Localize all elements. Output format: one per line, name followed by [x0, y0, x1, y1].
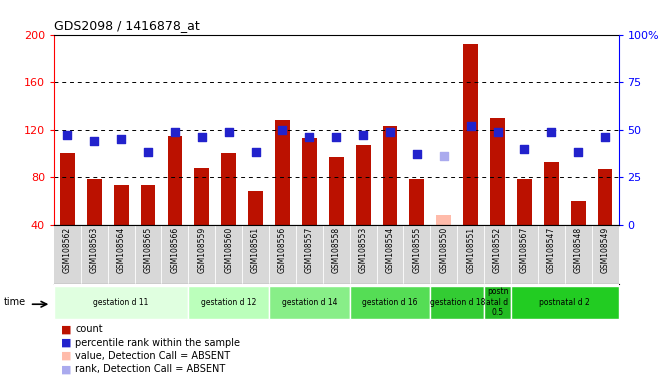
Point: [573, 149, 584, 156]
Point: [465, 123, 476, 129]
Text: GSM108562: GSM108562: [63, 227, 72, 273]
Point: [600, 134, 611, 140]
Bar: [484, 286, 511, 319]
Text: gestation d 18: gestation d 18: [430, 298, 485, 307]
Bar: [517, 179, 532, 225]
Text: GSM108551: GSM108551: [466, 227, 475, 273]
Text: GSM108550: GSM108550: [440, 227, 448, 273]
Text: value, Detection Call = ABSENT: value, Detection Call = ABSENT: [75, 351, 230, 361]
Text: time: time: [3, 297, 26, 308]
Text: GSM108555: GSM108555: [413, 227, 421, 273]
Text: GSM108547: GSM108547: [547, 227, 556, 273]
Bar: [248, 191, 263, 225]
Point: [546, 128, 557, 134]
Bar: [356, 145, 370, 225]
Text: GSM108548: GSM108548: [574, 227, 583, 273]
Bar: [430, 286, 484, 319]
Point: [277, 127, 288, 133]
Point: [170, 128, 180, 134]
Bar: [221, 153, 236, 225]
Bar: [141, 185, 155, 225]
Text: GDS2098 / 1416878_at: GDS2098 / 1416878_at: [54, 19, 200, 32]
Text: GSM108559: GSM108559: [197, 227, 207, 273]
Point: [412, 151, 422, 157]
Bar: [60, 153, 75, 225]
Text: count: count: [75, 324, 103, 334]
Bar: [570, 201, 586, 225]
Point: [519, 146, 530, 152]
Bar: [463, 44, 478, 225]
Text: rank, Detection Call = ABSENT: rank, Detection Call = ABSENT: [75, 364, 225, 374]
Text: GSM108563: GSM108563: [89, 227, 99, 273]
Text: GSM108566: GSM108566: [170, 227, 180, 273]
Bar: [511, 286, 619, 319]
Point: [385, 128, 395, 134]
Text: GSM108554: GSM108554: [386, 227, 395, 273]
Text: GSM108553: GSM108553: [359, 227, 368, 273]
Text: ■: ■: [61, 364, 71, 374]
Bar: [490, 118, 505, 225]
Point: [116, 136, 126, 142]
Text: percentile rank within the sample: percentile rank within the sample: [75, 338, 240, 348]
Point: [492, 128, 503, 134]
Text: GSM108558: GSM108558: [332, 227, 341, 273]
Point: [358, 132, 368, 138]
Text: gestation d 14: gestation d 14: [282, 298, 337, 307]
Text: GSM108564: GSM108564: [116, 227, 126, 273]
Bar: [168, 136, 182, 225]
Bar: [269, 286, 349, 319]
Bar: [409, 179, 424, 225]
Bar: [54, 286, 188, 319]
Text: ■: ■: [61, 351, 71, 361]
Text: GSM108557: GSM108557: [305, 227, 314, 273]
Bar: [302, 138, 316, 225]
Text: GSM108567: GSM108567: [520, 227, 529, 273]
Point: [224, 128, 234, 134]
Bar: [87, 179, 102, 225]
Point: [143, 149, 153, 156]
Point: [304, 134, 315, 140]
Point: [62, 132, 72, 138]
Text: gestation d 16: gestation d 16: [363, 298, 418, 307]
Point: [197, 134, 207, 140]
Text: GSM108549: GSM108549: [601, 227, 609, 273]
Bar: [114, 185, 128, 225]
Text: ■: ■: [61, 338, 71, 348]
Point: [331, 134, 342, 140]
Bar: [188, 286, 269, 319]
Text: ■: ■: [61, 324, 71, 334]
Bar: [275, 120, 290, 225]
Bar: [544, 162, 559, 225]
Text: GSM108561: GSM108561: [251, 227, 260, 273]
Bar: [194, 168, 209, 225]
Text: GSM108565: GSM108565: [143, 227, 153, 273]
Point: [250, 149, 261, 156]
Text: GSM108560: GSM108560: [224, 227, 233, 273]
Bar: [436, 215, 451, 225]
Text: postnatal d 2: postnatal d 2: [540, 298, 590, 307]
Bar: [597, 169, 613, 225]
Point: [438, 153, 449, 159]
Bar: [329, 157, 343, 225]
Point: [89, 138, 99, 144]
Text: gestation d 12: gestation d 12: [201, 298, 257, 307]
Text: gestation d 11: gestation d 11: [93, 298, 149, 307]
Text: GSM108552: GSM108552: [493, 227, 502, 273]
Text: GSM108556: GSM108556: [278, 227, 287, 273]
Text: postn
atal d
0.5: postn atal d 0.5: [486, 288, 509, 317]
Bar: [382, 126, 397, 225]
Bar: [349, 286, 430, 319]
